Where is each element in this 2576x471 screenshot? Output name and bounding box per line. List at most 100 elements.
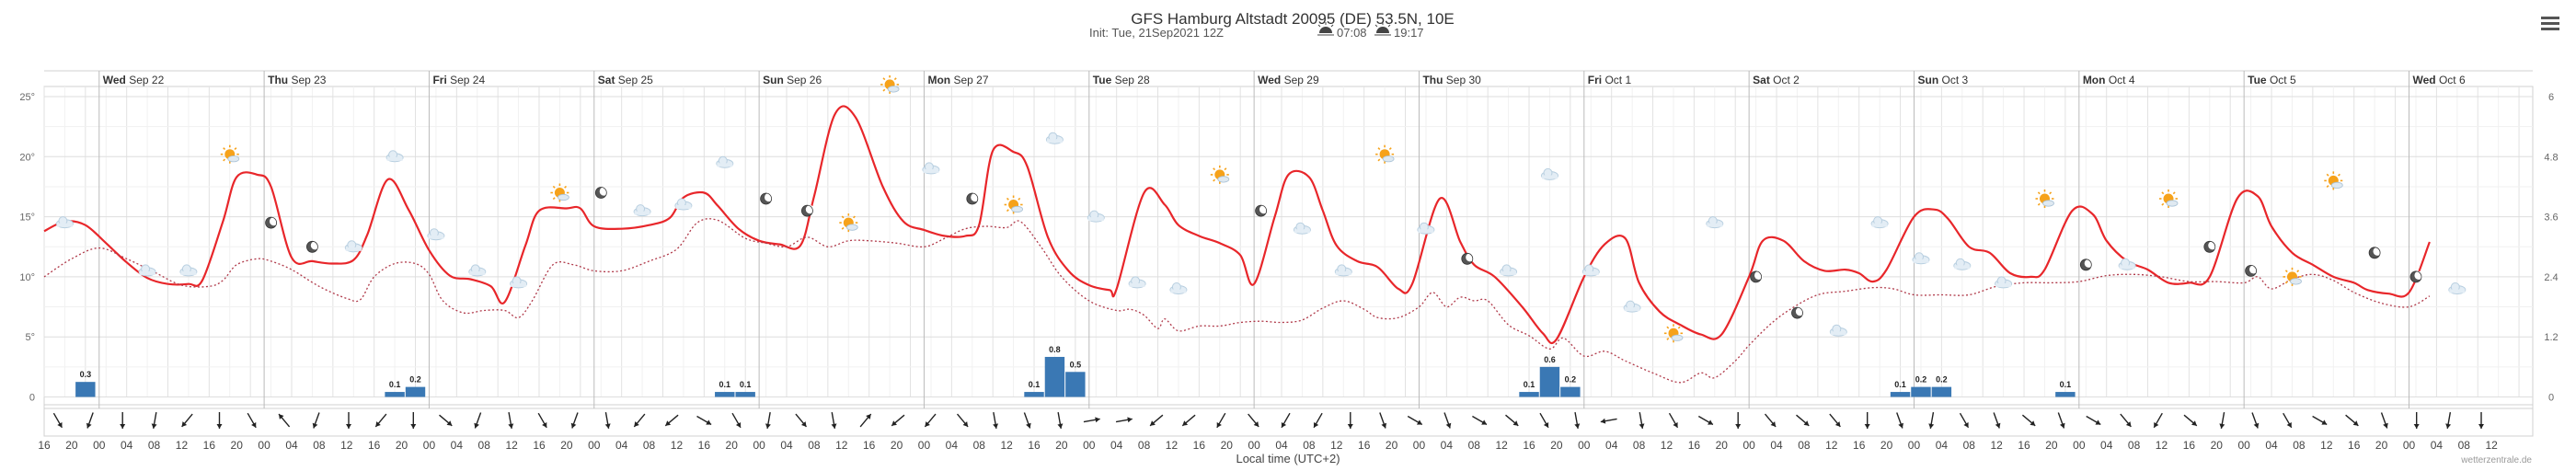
cloud-icon	[922, 162, 940, 175]
cloud-icon	[179, 264, 198, 277]
precip-label: 0.1	[2060, 380, 2072, 389]
hour-tick: 20	[2045, 439, 2058, 452]
wind-arrow	[181, 413, 193, 428]
wind-arrow	[1505, 414, 1519, 427]
cloud-base	[675, 205, 692, 209]
cloud-base	[717, 163, 733, 167]
menu-button[interactable]	[2541, 15, 2559, 33]
wind-head	[925, 421, 930, 427]
sun-ray	[1213, 178, 1216, 182]
moon-ring	[2409, 270, 2422, 283]
wind-arrow	[2021, 414, 2036, 427]
menu-icon-bar	[2541, 28, 2559, 30]
hour-tick: 20	[560, 439, 573, 452]
hour-tick: 08	[973, 439, 986, 452]
wind-arrow	[2413, 412, 2420, 429]
cloud-base	[1582, 270, 1599, 275]
sun-ray	[223, 158, 226, 162]
moon-ring	[265, 216, 278, 229]
hour-tick: 04	[1275, 439, 1288, 452]
wind-arrow	[1083, 417, 1100, 423]
wind-head	[1314, 421, 1319, 428]
sun-ray	[2037, 191, 2041, 195]
cloud-icon	[468, 264, 487, 277]
wind-head	[2478, 424, 2484, 429]
hour-tick: 20	[65, 439, 78, 452]
y-left-tick: 0	[29, 393, 35, 404]
sun-ray	[1377, 158, 1381, 162]
wind-head	[1416, 419, 1422, 425]
hour-tick: 16	[2183, 439, 2196, 452]
hour-tick: 00	[2403, 439, 2416, 452]
moon-ring	[2079, 258, 2092, 271]
cloud-icon	[1912, 252, 1930, 265]
hour-tick: 16	[2018, 439, 2030, 452]
wind-arrow	[1864, 412, 1870, 429]
hour-tick: 12	[835, 439, 848, 452]
wind-arrow	[1896, 412, 1903, 429]
moon-icon	[760, 192, 774, 205]
wind-head	[1735, 424, 1742, 429]
sun-ray	[893, 77, 897, 81]
sun-ray	[2049, 191, 2053, 195]
cloud-icon	[1045, 132, 1064, 144]
cloud-base	[56, 223, 73, 227]
moon-cut	[270, 217, 279, 226]
moon-ring	[594, 187, 607, 199]
wind-head	[604, 423, 611, 429]
precip-bar	[1931, 386, 1952, 397]
cloud-icon	[510, 276, 528, 289]
wind-head	[1381, 422, 1387, 429]
sun-icon	[2159, 190, 2179, 208]
wind-head	[891, 420, 897, 426]
hour-tick: 08	[1633, 439, 1646, 452]
sun-ray	[2161, 191, 2165, 195]
cloud-icon	[1541, 167, 1558, 180]
wind-arrow	[1248, 413, 1259, 428]
cloud-base	[1871, 223, 1888, 227]
day-label: Wed Sep 29	[1258, 74, 1319, 86]
precip-bar	[1539, 366, 1560, 397]
moon-icon	[966, 192, 980, 205]
wind-head	[1512, 420, 1519, 426]
wind-arrow	[2380, 412, 2388, 429]
sun-ray	[1213, 167, 1216, 171]
cloud-base	[1542, 175, 1558, 179]
hour-tick: 12	[1330, 439, 1343, 452]
wind-arrow	[2251, 412, 2260, 429]
precip-bar	[1065, 372, 1086, 397]
wind-arrow	[537, 412, 547, 429]
wind-arrow	[924, 413, 937, 428]
moon-cut	[2208, 241, 2217, 250]
moon-cut	[2414, 270, 2423, 280]
hour-tick: 04	[1936, 439, 1949, 452]
cloud-base	[923, 168, 939, 173]
y-right-tick: 0	[2548, 393, 2554, 404]
wind-arrow	[1574, 412, 1581, 429]
wind-head	[634, 421, 639, 427]
wind-head	[86, 422, 92, 429]
precip-bar	[405, 386, 426, 397]
wind-head	[542, 421, 547, 428]
precip-label: 0.1	[740, 380, 752, 389]
hour-tick: 00	[1248, 439, 1260, 452]
moon-icon	[2368, 247, 2382, 259]
hour-tick: 12	[671, 439, 684, 452]
wind-arrow	[993, 412, 999, 429]
wind-head	[2321, 419, 2328, 425]
wind-arrow	[1639, 412, 1645, 429]
wind-head	[1026, 422, 1031, 429]
wind-arrow	[1764, 413, 1777, 428]
wind-head	[216, 424, 223, 429]
menu-icon-bar	[2541, 22, 2559, 25]
moon-ring	[760, 192, 772, 205]
hour-tick: 00	[1083, 439, 1096, 452]
cloud-icon	[344, 240, 362, 253]
sun-icon	[880, 75, 900, 94]
wind-head	[2191, 420, 2197, 426]
hour-tick: 20	[1221, 439, 1234, 452]
wind-head	[251, 421, 257, 428]
hour-tick: 16	[1688, 439, 1701, 452]
precip-label: 0.2	[409, 375, 421, 385]
